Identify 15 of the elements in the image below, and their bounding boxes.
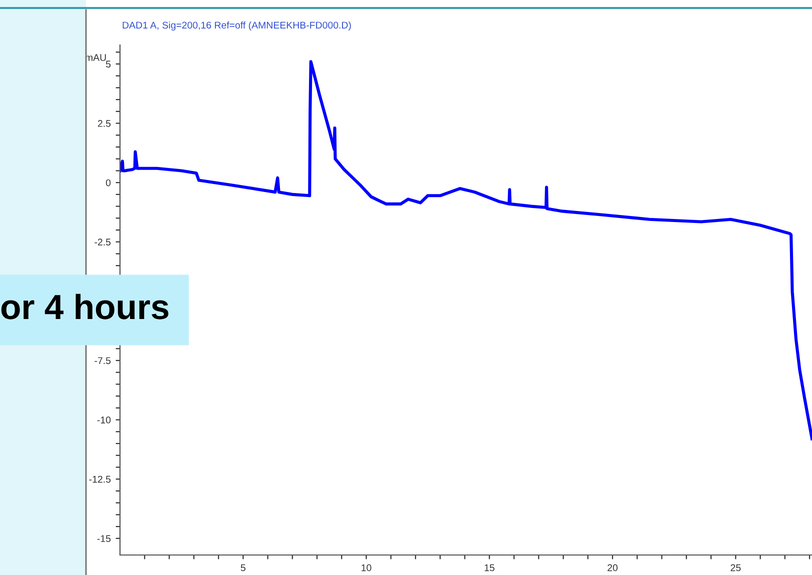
chart-title: DAD1 A, Sig=200,16 Ref=off (AMNEEKHB-FD000.D): [122, 21, 351, 31]
y-tick-label: -7.5: [94, 357, 111, 364]
annotation: or 4 hours: [1, 294, 168, 320]
y-tick-label: -12.5: [89, 476, 111, 483]
x-tick-label: 20: [608, 564, 618, 572]
y-tick-label: 0: [106, 179, 111, 186]
x-tick-label: 10: [362, 564, 372, 572]
y-tick-label: -10: [97, 416, 111, 424]
y-tick-label: -2.5: [94, 238, 111, 246]
y-tick-label: -15: [97, 535, 111, 542]
x-tick-label: 15: [484, 564, 494, 572]
x-tick-label: 5: [240, 564, 246, 572]
x-tick-label: 25: [730, 564, 741, 572]
y-tick-label: 2.5: [98, 120, 111, 127]
y-tick-label: 5: [106, 60, 111, 68]
